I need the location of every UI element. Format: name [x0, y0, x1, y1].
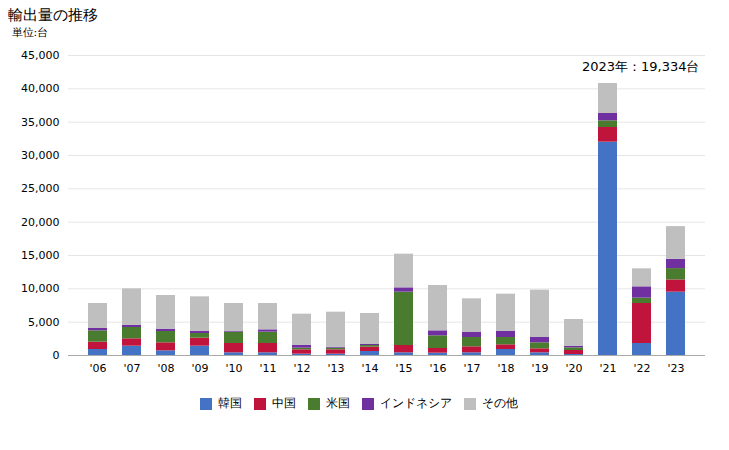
- html-text:インドネシア: インドネシア: [379, 396, 452, 410]
- svg-text:'06: '06: [89, 362, 106, 375]
- svg-text:5,000: 5,000: [28, 316, 60, 329]
- svg-text:'20: '20: [565, 362, 582, 375]
- svg-text:'15: '15: [395, 362, 412, 375]
- svg-text:'19: '19: [531, 362, 548, 375]
- svg-text:'07: '07: [123, 362, 140, 375]
- svg-text:35,000: 35,000: [21, 116, 60, 129]
- svg-text:10,000: 10,000: [21, 282, 60, 295]
- svg-text:'14: '14: [361, 362, 378, 375]
- svg-text:20,000: 20,000: [21, 216, 60, 229]
- svg-text:'22: '22: [633, 362, 650, 375]
- svg-text:'11: '11: [259, 362, 276, 375]
- svg-text:40,000: 40,000: [21, 82, 60, 95]
- html-text:その他: その他: [481, 396, 518, 410]
- svg-text:'21: '21: [599, 362, 616, 375]
- svg-text:2023年：19,334台: 2023年：19,334台: [582, 59, 700, 74]
- svg-text:'18: '18: [497, 362, 514, 375]
- svg-text:'23: '23: [667, 362, 684, 375]
- svg-text:15,000: 15,000: [21, 249, 60, 262]
- svg-text:'09: '09: [191, 362, 208, 375]
- html-text:輸出量の推移: 輸出量の推移: [8, 6, 98, 24]
- svg-text:'10: '10: [225, 362, 242, 375]
- svg-text:単位:台: 単位:台: [12, 26, 49, 39]
- html-text:韓国: 韓国: [217, 396, 242, 410]
- svg-text:'16: '16: [429, 362, 446, 375]
- html-text:米国: 米国: [325, 396, 350, 410]
- svg-text:0: 0: [53, 349, 60, 362]
- svg-text:30,000: 30,000: [21, 149, 60, 162]
- svg-text:'13: '13: [327, 362, 344, 375]
- svg-text:45,000: 45,000: [21, 49, 60, 62]
- svg-text:'08: '08: [157, 362, 174, 375]
- html-text:中国: 中国: [271, 396, 296, 410]
- svg-text:25,000: 25,000: [21, 182, 60, 195]
- svg-text:'12: '12: [293, 362, 310, 375]
- svg-text:'17: '17: [463, 362, 480, 375]
